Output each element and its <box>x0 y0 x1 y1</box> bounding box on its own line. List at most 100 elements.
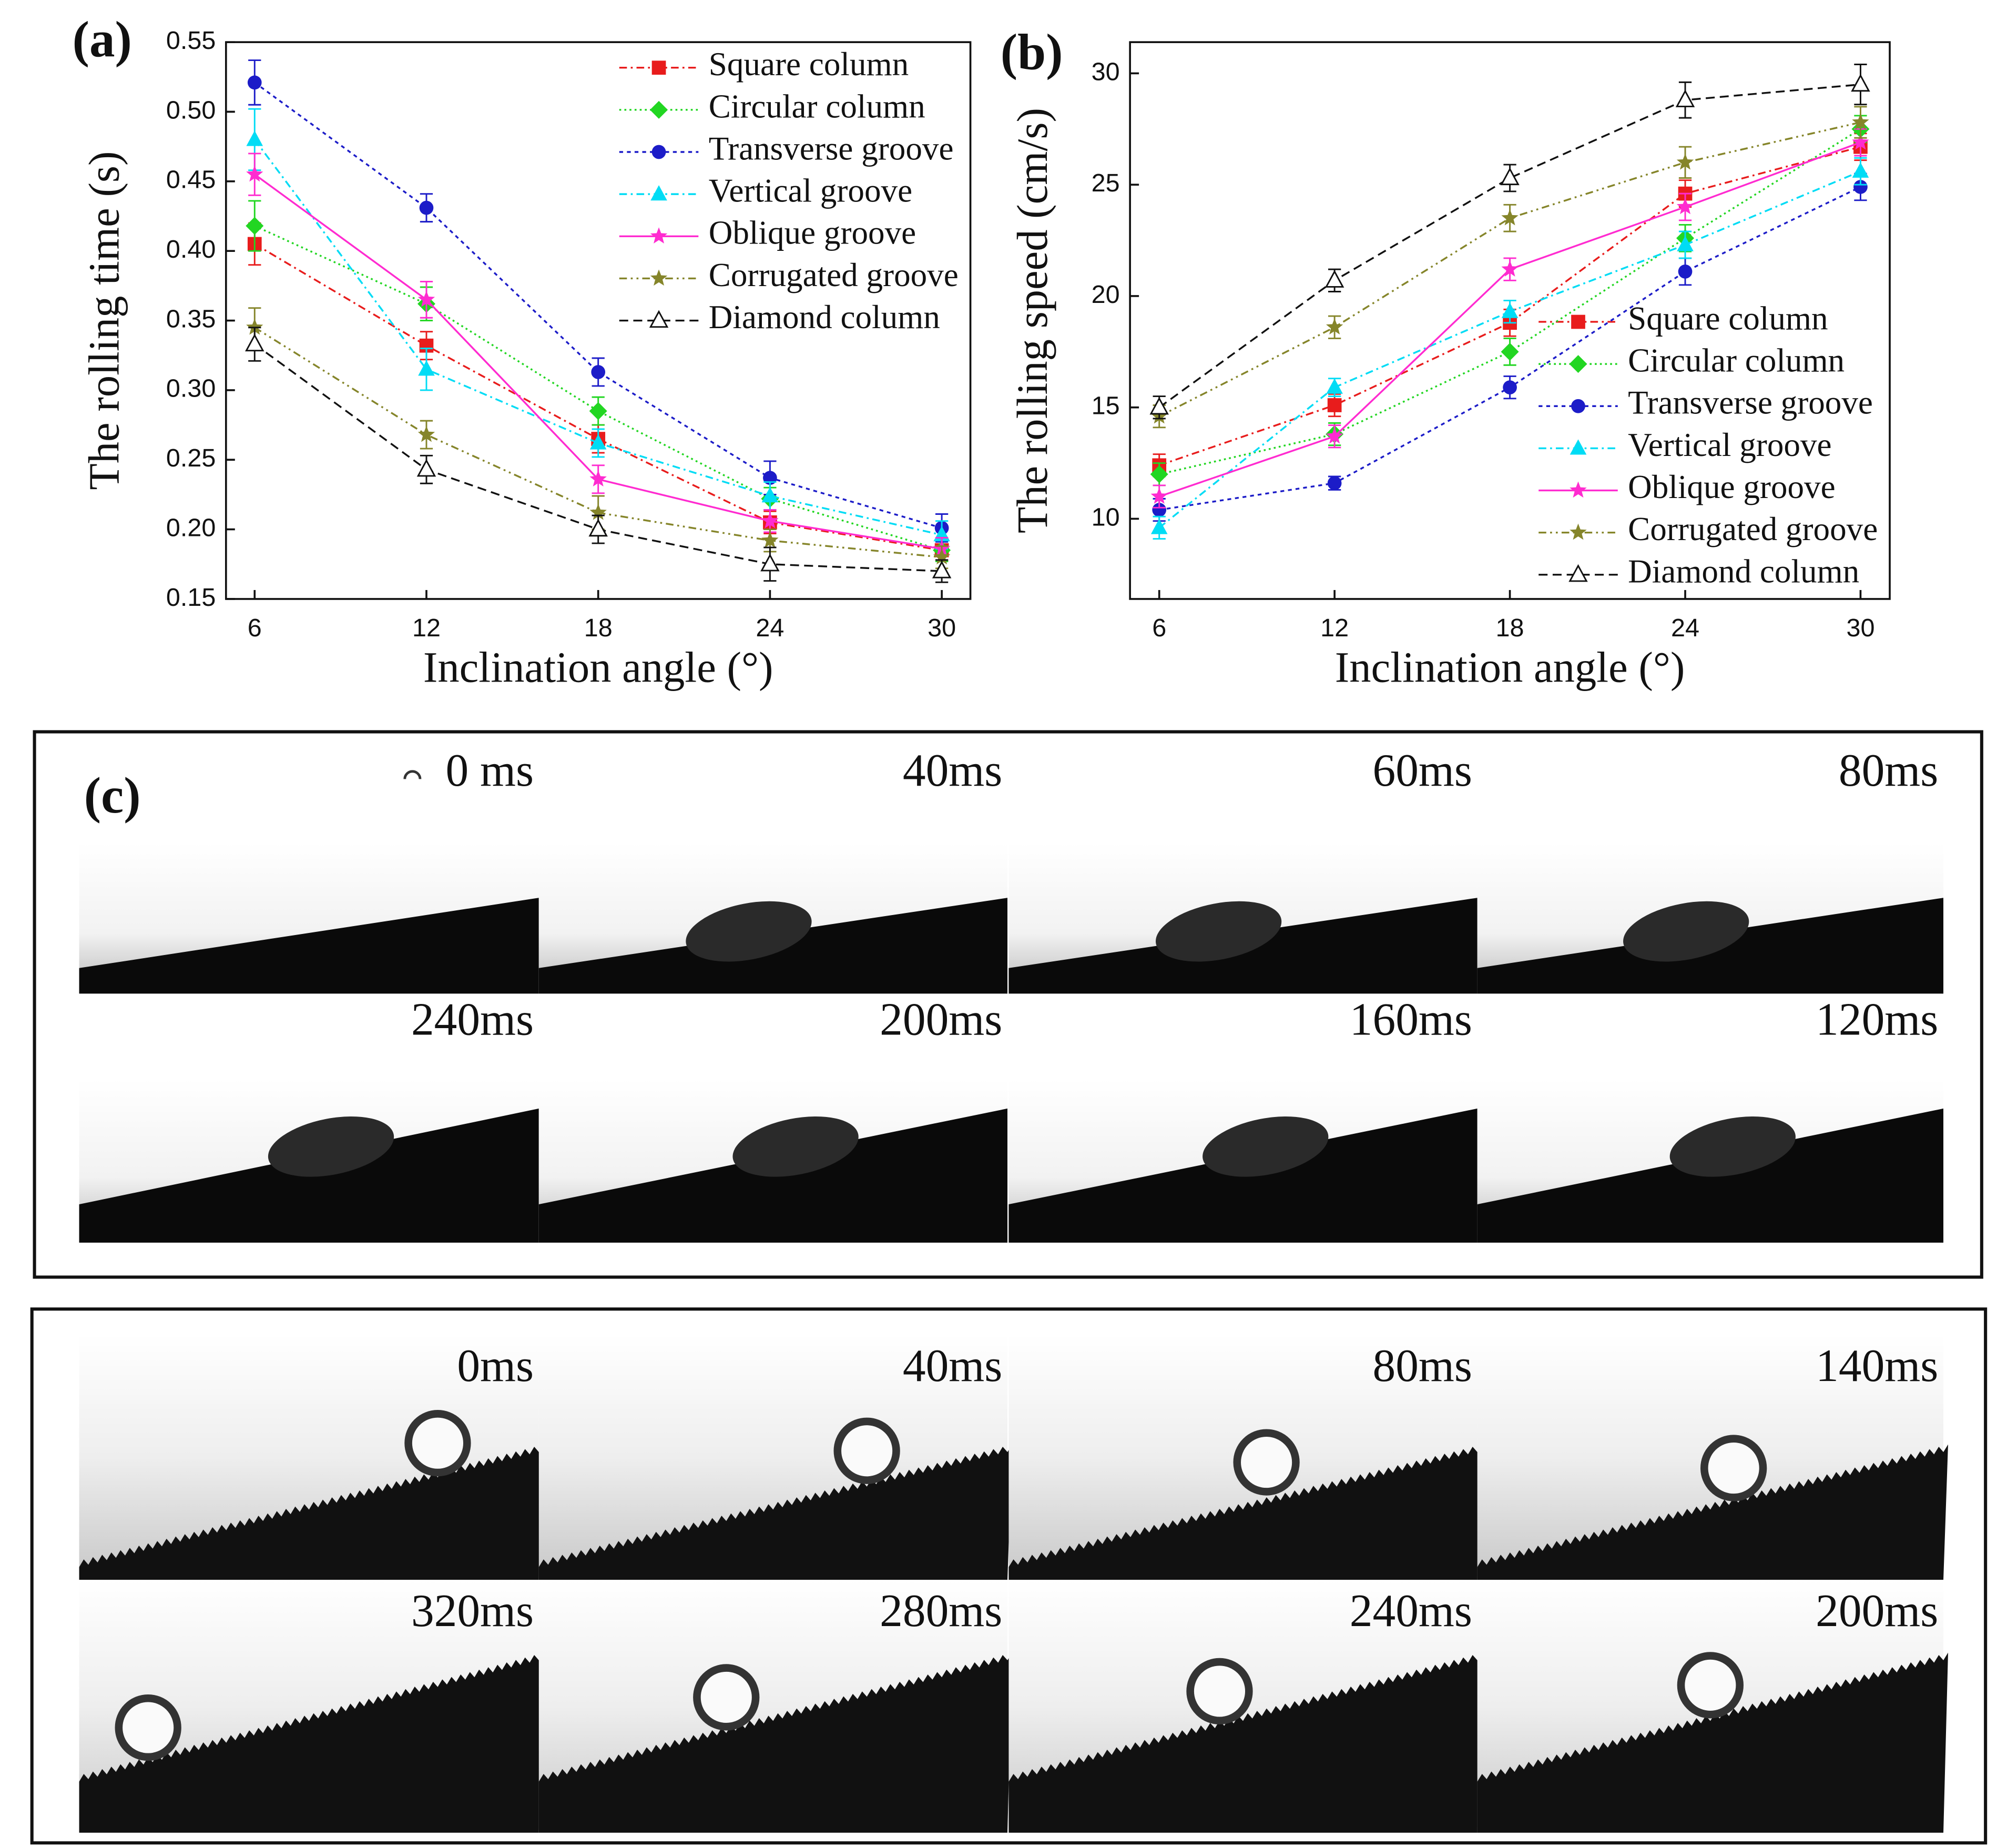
marker <box>650 227 668 244</box>
frame-time: 0ms <box>457 1340 534 1391</box>
marker <box>1501 209 1519 226</box>
marker <box>1568 564 1588 582</box>
legend-label: Oblique groove <box>709 215 916 251</box>
marker <box>1150 488 1168 504</box>
x-tick-label: 6 <box>248 614 262 642</box>
droplet <box>833 1417 900 1484</box>
legend-label: Oblique groove <box>1628 469 1835 505</box>
marker <box>932 560 952 578</box>
y-tick-label: 0.50 <box>166 96 216 124</box>
y-axis-label: The rolling time (s) <box>79 151 128 490</box>
frame-time: 0 ms <box>446 745 534 796</box>
photo-frame: 120ms <box>1477 994 1944 1243</box>
marker <box>1677 236 1694 251</box>
y-tick-label: 25 <box>1092 169 1120 197</box>
frame-time: 160ms <box>1350 994 1472 1045</box>
marker <box>650 185 667 201</box>
marker <box>246 130 263 146</box>
marker <box>650 100 668 119</box>
legend-label: Transverse groove <box>709 130 954 167</box>
droplet <box>1155 901 1282 962</box>
serrated-slope <box>1477 1652 1948 1833</box>
droplet <box>1186 1658 1253 1725</box>
legend-label: Square column <box>1628 300 1828 337</box>
series-line <box>253 139 942 536</box>
y-tick-label: 0.45 <box>166 166 216 194</box>
legend-label: Diamond column <box>709 299 940 336</box>
marker <box>1676 153 1694 170</box>
marker <box>589 402 607 420</box>
droplet <box>693 1664 760 1731</box>
panel-d-border <box>30 1307 1988 1845</box>
panel-label: (b) <box>1001 24 1063 81</box>
marker <box>1326 318 1343 335</box>
frame-time: 40ms <box>903 1340 1002 1391</box>
x-axis-label: Inclination angle (°) <box>1335 643 1685 691</box>
marker <box>1571 399 1585 413</box>
photo-frame: 320ms <box>79 1580 544 1833</box>
marker <box>417 425 435 442</box>
serrated-slope <box>79 1444 544 1580</box>
legend-label: Square column <box>709 46 909 83</box>
droplet <box>268 1116 394 1177</box>
photo-frame: 200ms <box>1477 1580 1948 1833</box>
photo-frame: 280ms <box>538 1580 1012 1833</box>
serrated-slope <box>1477 1444 1948 1580</box>
x-tick-label: 24 <box>756 614 784 642</box>
frame-time: 240ms <box>411 994 534 1045</box>
series-line <box>1158 83 1861 409</box>
marker <box>1569 355 1587 373</box>
y-tick-label: 0.55 <box>166 26 216 55</box>
x-tick-label: 6 <box>1152 614 1166 642</box>
marker <box>1327 476 1342 491</box>
marker <box>650 269 668 286</box>
marker <box>419 200 434 215</box>
y-tick-label: 0.40 <box>166 235 216 263</box>
legend-label: Vertical groove <box>709 172 912 209</box>
marker <box>651 145 666 159</box>
marker <box>1501 302 1519 318</box>
photo-frame: 40ms <box>538 1334 1012 1580</box>
marker <box>246 318 263 335</box>
droplet <box>732 1116 859 1177</box>
droplet <box>1677 1652 1744 1719</box>
photo-frame: 160ms <box>1008 994 1478 1243</box>
y-tick-label: 30 <box>1092 57 1120 86</box>
panel-label: (a) <box>73 11 132 68</box>
marker <box>246 165 263 182</box>
serrated-slope <box>1008 1652 1482 1833</box>
series-line <box>254 243 942 551</box>
marker <box>1676 198 1694 215</box>
marker <box>589 470 607 487</box>
marker <box>1327 398 1342 412</box>
droplet <box>686 901 812 962</box>
slope <box>79 898 539 994</box>
marker <box>933 548 951 565</box>
legend-label: Transverse groove <box>1628 384 1873 421</box>
serrated-slope <box>538 1444 1012 1580</box>
legend-label: Circular column <box>709 88 925 125</box>
legend-label: Vertical groove <box>1628 427 1831 463</box>
photo-frame: 240ms <box>79 994 539 1243</box>
droplet <box>404 1410 471 1477</box>
photo-frame: 0 ms <box>79 745 539 994</box>
marker <box>1852 133 1869 150</box>
droplet <box>1203 1116 1329 1177</box>
y-tick-label: 15 <box>1092 392 1120 420</box>
photo-frame: 140ms <box>1477 1334 1948 1580</box>
marker <box>246 217 264 235</box>
x-tick-label: 30 <box>1846 614 1874 642</box>
frame-time: 120ms <box>1816 994 1938 1045</box>
marker <box>1675 89 1695 107</box>
marker <box>1149 397 1169 415</box>
marker <box>1326 378 1343 394</box>
droplet <box>115 1694 181 1761</box>
marker <box>651 60 666 75</box>
x-axis-label: Inclination angle (°) <box>423 643 773 691</box>
y-tick-label: 0.30 <box>166 374 216 403</box>
frame-time: 280ms <box>880 1585 1002 1636</box>
photo-frame: 80ms <box>1008 1334 1482 1580</box>
x-tick-label: 12 <box>412 614 441 642</box>
photo-frame: 40ms <box>538 745 1007 994</box>
marker <box>761 487 779 503</box>
